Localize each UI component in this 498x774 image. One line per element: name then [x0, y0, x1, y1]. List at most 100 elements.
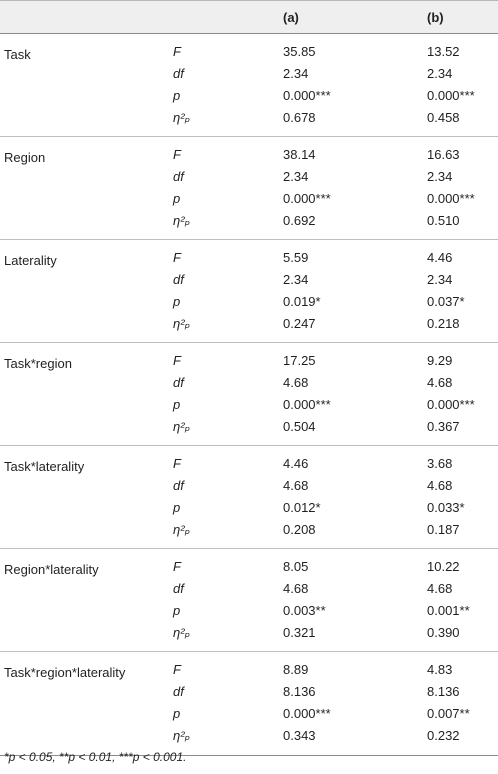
stat-row-F: F 5.59 4.46	[0, 250, 498, 270]
stat-row-F: F 4.46 3.68	[0, 456, 498, 476]
value-cell-b: 0.000***	[427, 88, 475, 103]
stat-label-df: df	[173, 66, 184, 81]
stat-label-p: p	[173, 397, 181, 412]
value-cell-b: 0.007**	[427, 706, 470, 721]
table-row-group: Task F 35.85 13.52 df 2.34 2.34 p 0.000*** 0.000*…	[0, 34, 498, 137]
value-cell-a: 8.89	[283, 662, 309, 677]
stat-row-F: F 35.85 13.52	[0, 44, 498, 64]
value-cell-b: 0.001**	[427, 603, 470, 618]
value-cell-a: 0.321	[283, 625, 316, 640]
stat-row-df: df 4.68 4.68	[0, 375, 498, 395]
effect-label: Task*laterality	[4, 459, 85, 474]
value-cell-a: 0.343	[283, 728, 316, 743]
value-cell-a: 4.46	[283, 456, 309, 471]
stat-label-eta: η²ₚ	[173, 419, 191, 434]
value-cell-a: 0.000***	[283, 88, 331, 103]
value-cell-b: 0.390	[427, 625, 460, 640]
stat-label-p: p	[173, 706, 181, 721]
stat-row-p: p 0.000*** 0.000***	[0, 88, 498, 108]
stat-row-p: p 0.012* 0.033*	[0, 500, 498, 520]
stat-row-F: F 8.05 10.22	[0, 559, 498, 579]
value-cell-b: 0.367	[427, 419, 460, 434]
table-row-group: Task*region*laterality F 8.89 4.83 df 8.136 8.…	[0, 652, 498, 756]
stat-label-F: F	[173, 353, 181, 368]
stat-row-eta: η²ₚ 0.321 0.390	[0, 625, 498, 645]
value-cell-b: 13.52	[427, 44, 460, 59]
stat-label-eta: η²ₚ	[173, 213, 191, 228]
effect-label: Laterality	[4, 253, 57, 268]
table-row-group: Task*region F 17.25 9.29 df 4.68 4.68 p 0.000***…	[0, 343, 498, 446]
stat-row-eta: η²ₚ 0.208 0.187	[0, 522, 498, 542]
value-cell-a: 0.000***	[283, 191, 331, 206]
value-cell-a: 0.012*	[283, 500, 321, 515]
stat-row-F: F 17.25 9.29	[0, 353, 498, 373]
value-cell-a: 4.68	[283, 375, 309, 390]
stat-label-F: F	[173, 559, 181, 574]
stat-row-F: F 38.14 16.63	[0, 147, 498, 167]
value-cell-a: 0.247	[283, 316, 316, 331]
stat-row-df: df 4.68 4.68	[0, 478, 498, 498]
value-cell-b: 0.187	[427, 522, 460, 537]
value-cell-a: 0.208	[283, 522, 316, 537]
table-header: (a) (b)	[0, 0, 498, 34]
value-cell-b: 2.34	[427, 272, 453, 287]
stat-row-eta: η²ₚ 0.247 0.218	[0, 316, 498, 336]
stat-label-p: p	[173, 88, 181, 103]
anova-table: (a) (b) Task F 35.85 13.52 df 2.34 2.34 p 0.000*…	[0, 0, 498, 756]
table-row-group: Region*laterality F 8.05 10.22 df 4.68 4.68 p 0.…	[0, 549, 498, 652]
stat-label-df: df	[173, 581, 184, 596]
value-cell-a: 2.34	[283, 66, 309, 81]
stat-row-eta: η²ₚ 0.343 0.232	[0, 728, 498, 748]
stat-row-p: p 0.000*** 0.000***	[0, 191, 498, 211]
stat-label-p: p	[173, 191, 181, 206]
table-row-group: Laterality F 5.59 4.46 df 2.34 2.34 p 0.019* 0.03…	[0, 240, 498, 343]
value-cell-b: 4.68	[427, 375, 453, 390]
column-header-a: (a)	[283, 10, 299, 25]
stat-row-eta: η²ₚ 0.692 0.510	[0, 213, 498, 233]
stat-label-df: df	[173, 478, 184, 493]
stat-label-eta: η²ₚ	[173, 728, 191, 743]
stat-row-p: p 0.019* 0.037*	[0, 294, 498, 314]
stat-row-p: p 0.000*** 0.007**	[0, 706, 498, 726]
stat-label-df: df	[173, 684, 184, 699]
stat-label-df: df	[173, 375, 184, 390]
value-cell-a: 4.68	[283, 581, 309, 596]
table-body: Task F 35.85 13.52 df 2.34 2.34 p 0.000*** 0.000*…	[0, 34, 498, 756]
effect-label: Task	[4, 47, 31, 62]
value-cell-b: 0.510	[427, 213, 460, 228]
value-cell-b: 0.000***	[427, 191, 475, 206]
stat-row-eta: η²ₚ 0.504 0.367	[0, 419, 498, 439]
stat-label-p: p	[173, 294, 181, 309]
stat-label-eta: η²ₚ	[173, 522, 191, 537]
value-cell-b: 10.22	[427, 559, 460, 574]
value-cell-b: 4.46	[427, 250, 453, 265]
value-cell-b: 2.34	[427, 169, 453, 184]
stat-label-df: df	[173, 169, 184, 184]
stat-row-df: df 4.68 4.68	[0, 581, 498, 601]
value-cell-b: 0.033*	[427, 500, 465, 515]
value-cell-b: 2.34	[427, 66, 453, 81]
value-cell-a: 17.25	[283, 353, 316, 368]
stat-label-F: F	[173, 147, 181, 162]
stat-row-F: F 8.89 4.83	[0, 662, 498, 682]
stat-label-eta: η²ₚ	[173, 316, 191, 331]
stat-label-p: p	[173, 500, 181, 515]
stat-row-df: df 2.34 2.34	[0, 66, 498, 86]
effect-label: Region*laterality	[4, 562, 99, 577]
stat-label-eta: η²ₚ	[173, 625, 191, 640]
value-cell-a: 4.68	[283, 478, 309, 493]
stat-row-df: df 2.34 2.34	[0, 169, 498, 189]
value-cell-a: 35.85	[283, 44, 316, 59]
value-cell-b: 0.037*	[427, 294, 465, 309]
stat-label-eta: η²ₚ	[173, 110, 191, 125]
value-cell-b: 0.232	[427, 728, 460, 743]
stat-row-df: df 2.34 2.34	[0, 272, 498, 292]
stat-row-eta: η²ₚ 0.678 0.458	[0, 110, 498, 130]
stat-label-F: F	[173, 662, 181, 677]
value-cell-b: 4.68	[427, 581, 453, 596]
value-cell-b: 0.218	[427, 316, 460, 331]
value-cell-b: 9.29	[427, 353, 453, 368]
value-cell-a: 0.003**	[283, 603, 326, 618]
effect-label: Region	[4, 150, 46, 165]
table-row-group: Task*laterality F 4.46 3.68 df 4.68 4.68 p 0.012…	[0, 446, 498, 549]
